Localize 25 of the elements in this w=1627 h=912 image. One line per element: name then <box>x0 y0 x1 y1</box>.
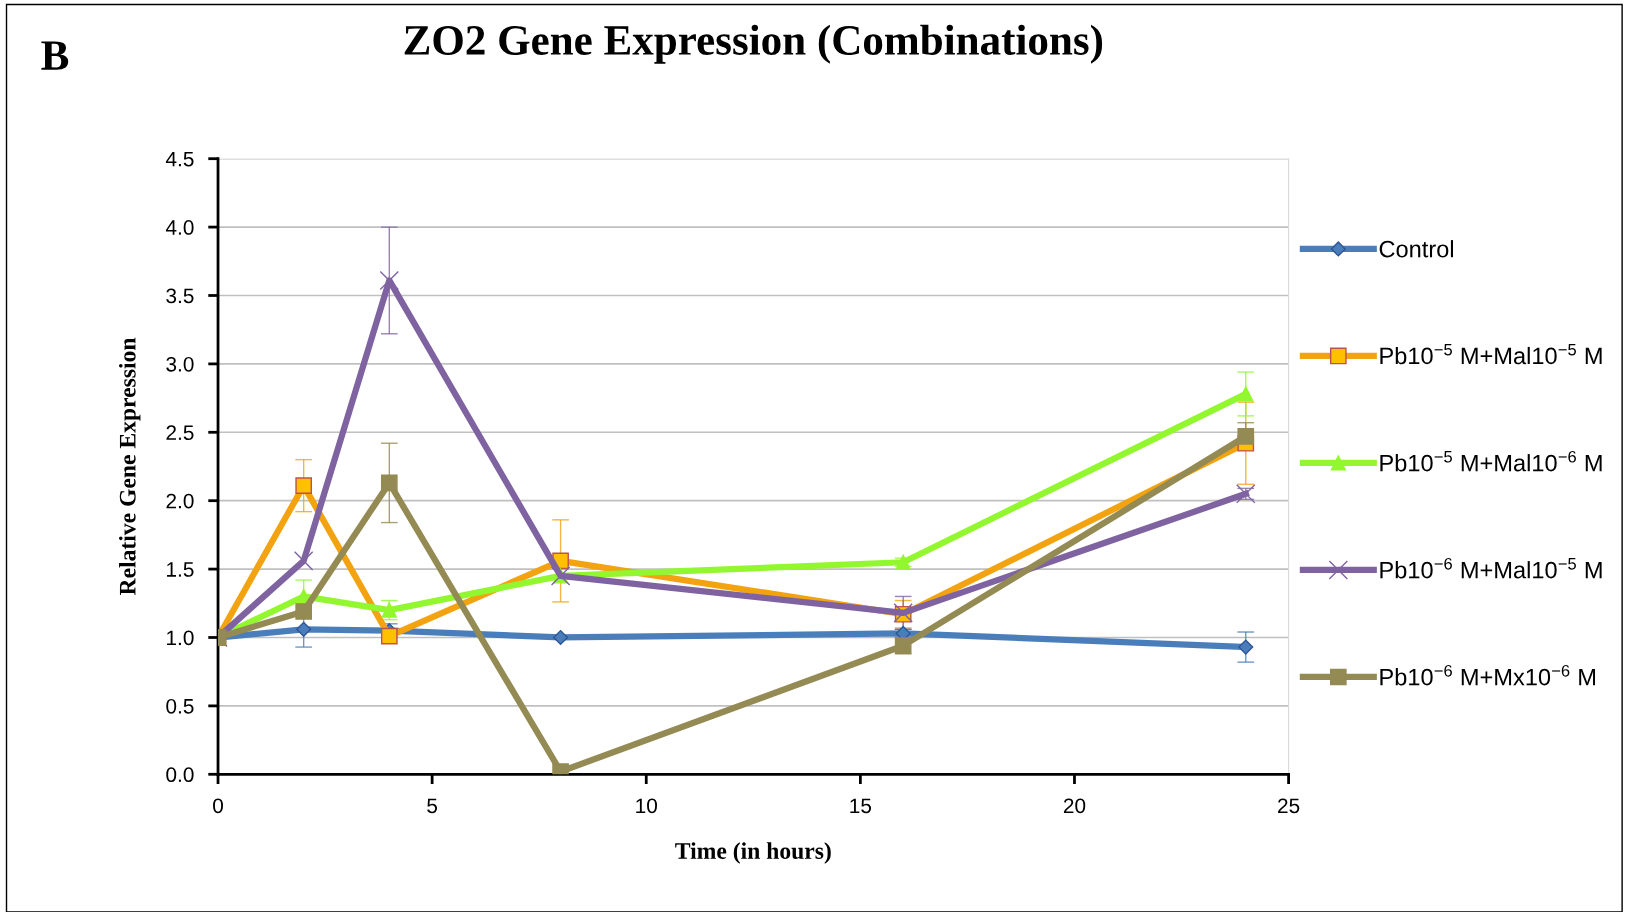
legend-label: Control <box>1379 240 1453 258</box>
y-tick-label: 2.5 <box>166 425 194 441</box>
y-tick-label: 1.0 <box>167 630 194 646</box>
legend-label: Pb10$^{−5}$ M+Mal10$^{−6}$ M <box>1380 450 1602 472</box>
x-tick-label: 0 <box>213 798 223 814</box>
x-tick-label: 20 <box>1063 798 1086 814</box>
y-tick-label: 2.0 <box>166 493 194 509</box>
y-tick-label: 4.5 <box>165 151 194 167</box>
x-tick-label: 5 <box>427 798 438 814</box>
y-tick-label: 0.0 <box>166 767 194 783</box>
legend-label: Pb10$^{−6}$ M+Mal10$^{−5}$ M <box>1380 557 1602 579</box>
text: B <box>41 41 69 70</box>
x-tick-label: 15 <box>850 798 872 814</box>
x-axis-title: Time (in hours) <box>675 842 831 864</box>
y-tick-label: 3.0 <box>166 356 194 372</box>
y-tick-label: 1.5 <box>167 562 194 577</box>
legend-label: Pb10$^{−5}$ M+Mal10$^{−5}$ M <box>1380 343 1602 365</box>
chart-title: ZO2 Gene Expression (Combinations) <box>404 24 1103 64</box>
x-tick-label: 10 <box>636 798 658 814</box>
y-tick-label: 3.5 <box>166 288 194 304</box>
x-tick-label: 25 <box>1278 798 1300 814</box>
y-axis-title: Relative Gene Expression <box>119 337 141 596</box>
legend-label: Pb10$^{−6}$ M+Mx10$^{−6}$ M <box>1380 664 1596 686</box>
y-tick-label: 4.0 <box>165 220 194 235</box>
y-tick-label: 0.5 <box>166 698 194 714</box>
